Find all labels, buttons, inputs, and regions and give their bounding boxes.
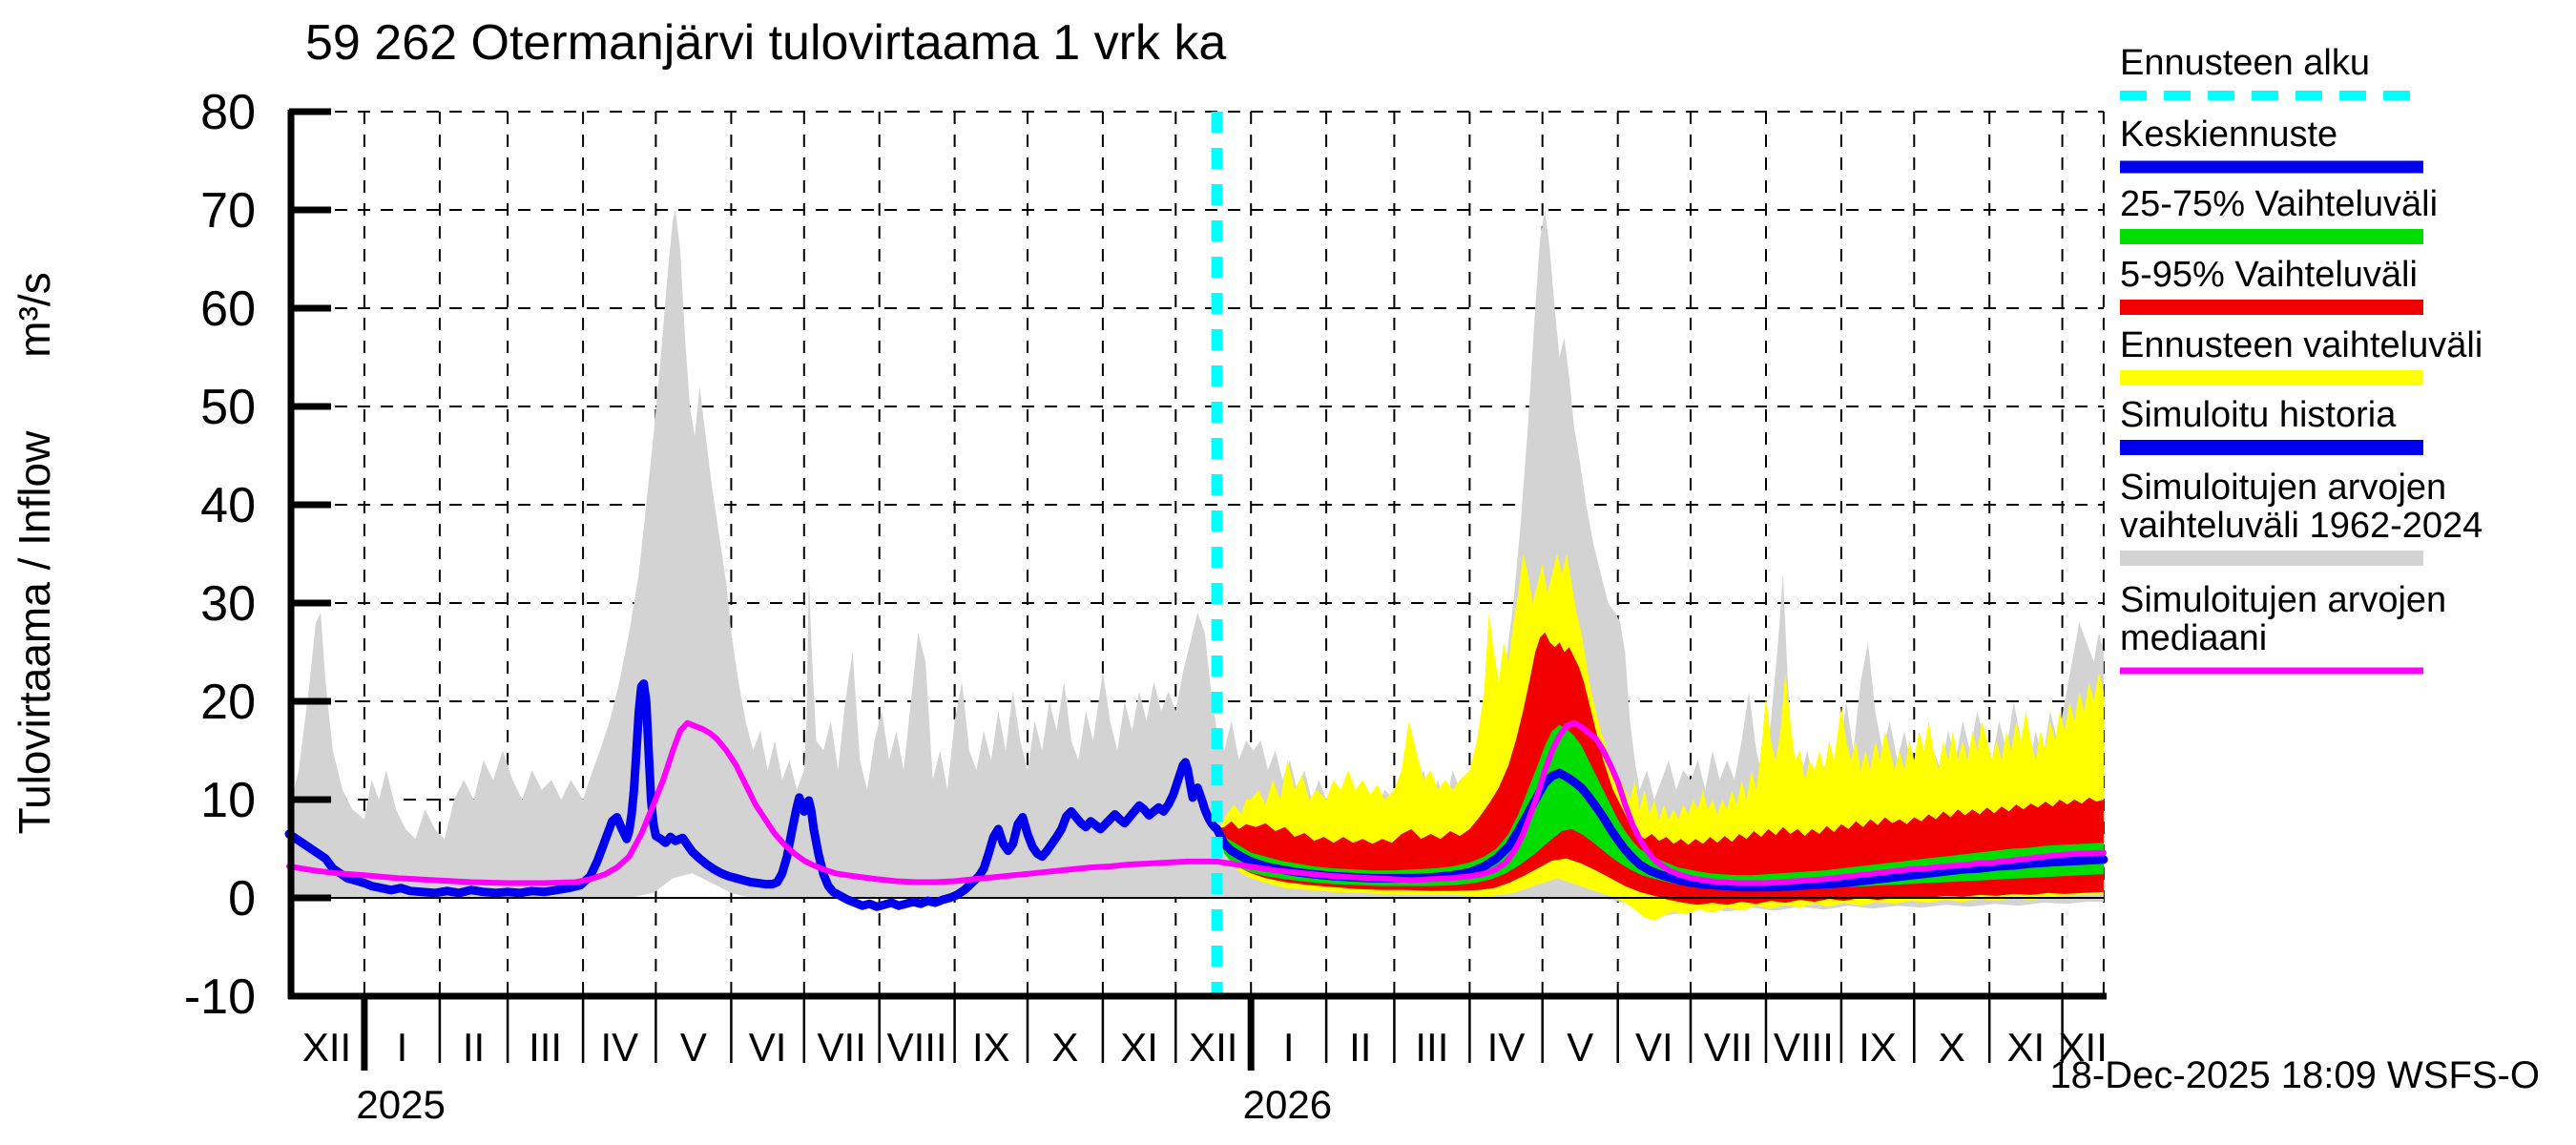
line-simulated-median [286, 719, 2107, 886]
legend-label: mediaani [2120, 618, 2267, 658]
x-year-label: 2026 [1243, 1082, 1332, 1127]
legend: Ennusteen alku Keskiennuste 25-75% Vaihtel… [2120, 43, 2483, 675]
legend-label: vaihteluväli 1962-2024 [2120, 506, 2483, 546]
x-month-label: VII [818, 1025, 866, 1070]
legend-entry-blue: Keskiennuste [2120, 114, 2423, 174]
legend-label: Simuloitujen arvojen [2120, 580, 2446, 620]
y-tick-label: 10 [200, 773, 256, 828]
legend-label: Ennusteen alku [2120, 43, 2370, 83]
x-month-label: I [397, 1025, 408, 1070]
y-axis-unit-label: m³/s [10, 272, 59, 357]
x-month-label: X [1939, 1025, 1965, 1070]
timestamp: 18-Dec-2025 18:09 WSFS-O [2049, 1054, 2540, 1096]
x-month-label: VI [1635, 1025, 1673, 1070]
legend-label: Simuloitu historia [2120, 395, 2397, 435]
x-month-label: VIII [1774, 1025, 1834, 1070]
chart-title: 59 262 Otermanjärvi tulovirtaama 1 vrk k… [305, 15, 1226, 71]
x-month-label: IV [600, 1025, 638, 1070]
legend-key-bar [2120, 370, 2423, 385]
legend-key-bar [2120, 440, 2423, 455]
x-month-label: IV [1487, 1025, 1526, 1070]
x-month-label: XII [1189, 1025, 1237, 1070]
x-year-label: 2025 [356, 1082, 445, 1127]
y-tick-label: 60 [200, 281, 256, 337]
x-month-label: III [529, 1025, 562, 1070]
y-tick-label: 30 [200, 576, 256, 632]
y-tick-label: 20 [200, 675, 256, 730]
x-month-label: III [1415, 1025, 1448, 1070]
x-month-label: VII [1704, 1025, 1753, 1070]
x-month-label: IX [1859, 1025, 1897, 1070]
legend-label: 25-75% Vaihteluväli [2120, 184, 2438, 224]
x-month-label: XII [2059, 1025, 2108, 1070]
x-month-label: V [1567, 1025, 1593, 1070]
legend-label: Simuloitujen arvojen [2120, 468, 2446, 508]
legend-label: Keskiennuste [2120, 114, 2337, 155]
x-month-label: XII [302, 1025, 351, 1070]
legend-key-bar [2120, 300, 2423, 315]
x-month-label: I [1283, 1025, 1295, 1070]
band-simulated-range-1962-2024 [289, 210, 2104, 916]
x-month-label: VI [749, 1025, 787, 1070]
x-month-label: XI [1120, 1025, 1158, 1070]
y-axis-label: Tulovirtaama / Inflow [10, 430, 59, 834]
y-tick-label: 40 [200, 478, 256, 533]
x-month-label: IX [972, 1025, 1010, 1070]
legend-label: Ennusteen vaihteluväli [2120, 325, 2483, 365]
x-month-label: X [1051, 1025, 1078, 1070]
y-tick-label: 80 [200, 85, 256, 140]
legend-key-bar [2120, 229, 2423, 244]
line-simulated-history [284, 679, 1222, 911]
y-tick-label: 0 [228, 871, 256, 926]
x-month-label: II [1349, 1025, 1371, 1070]
y-tick-label: -10 [184, 969, 256, 1025]
axes [287, 108, 2107, 1071]
x-month-label: II [463, 1025, 485, 1070]
legend-entry-blue: Simuloitu historia [2120, 395, 2423, 455]
legend-entry-cyan: Ennusteen alku [2120, 43, 2423, 100]
legend-entry-green: 25-75% Vaihteluväli [2120, 184, 2438, 244]
legend-entry-red: 5-95% Vaihteluväli [2120, 255, 2423, 315]
legend-entry-yellow: Ennusteen vaihteluväli [2120, 325, 2483, 385]
x-month-label: XI [2007, 1025, 2046, 1070]
legend-label: 5-95% Vaihteluväli [2120, 255, 2418, 295]
y-tick-label: 50 [200, 380, 256, 435]
legend-key-bar [2120, 551, 2423, 566]
x-month-label: VIII [887, 1025, 947, 1070]
y-tick-label: 70 [200, 183, 256, 239]
x-month-label: V [680, 1025, 707, 1070]
band-range-5-95 [1216, 632, 2104, 906]
